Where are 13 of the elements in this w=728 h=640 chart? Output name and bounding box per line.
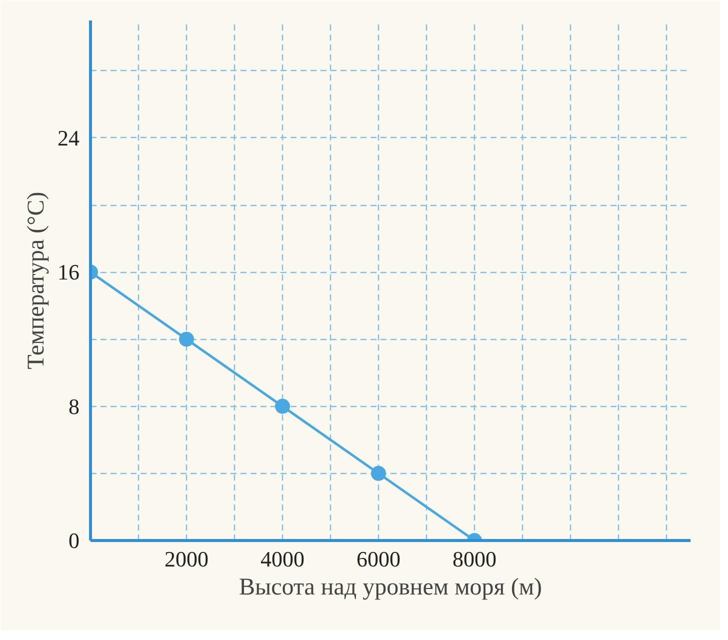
point [179,332,194,347]
point [275,398,290,414]
y-tick-label: 24 [58,125,80,150]
x-tick-label: 4000 [260,546,304,572]
point [371,466,386,481]
y-tick-label: 8 [68,394,80,419]
y-tick-label: 0 [68,528,80,553]
x-tick-label: 2000 [164,546,208,572]
y-axis-title: Температура (°C) [24,192,50,370]
x-tick-label: 6000 [356,546,400,572]
x-axis-title: Высота над уровнем моря (м) [238,574,542,600]
y-tick-label: 16 [58,260,80,285]
x-tick-label: 8000 [452,546,496,572]
